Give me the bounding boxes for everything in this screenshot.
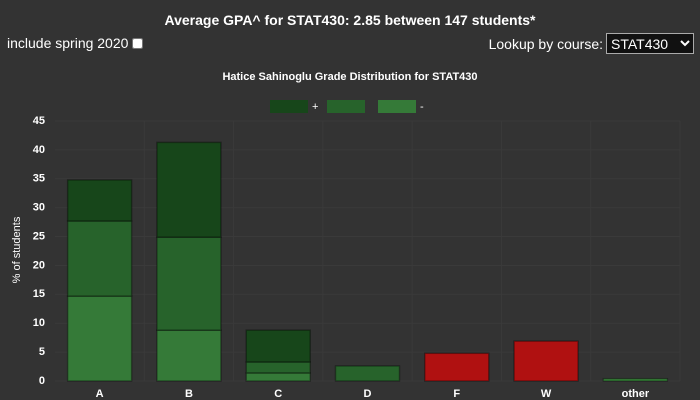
y-tick-label: 35 — [33, 173, 45, 185]
bar-segment — [156, 236, 222, 331]
y-tick-label: 30 — [33, 202, 45, 214]
x-tick-label: D — [364, 388, 372, 400]
x-tick-label: A — [96, 388, 104, 400]
y-tick-label: 10 — [33, 317, 45, 329]
y-tick-label: 25 — [33, 230, 45, 242]
x-tick-label: W — [541, 388, 552, 400]
bar-segment — [156, 329, 222, 382]
x-tick-label: F — [453, 388, 460, 400]
y-tick-label: 40 — [33, 144, 45, 156]
course-lookup: Lookup by course: STAT430 — [489, 33, 694, 54]
y-tick-label: 0 — [39, 375, 45, 387]
bar-segment — [156, 141, 222, 238]
legend-swatch — [327, 100, 365, 113]
page-title: Average GPA^ for STAT430: 2.85 between 1… — [164, 12, 536, 28]
y-tick-label: 15 — [33, 288, 45, 300]
bar-segment — [424, 352, 490, 382]
checkbox-label: include spring 2020 — [7, 35, 129, 51]
x-tick-label: C — [274, 388, 282, 400]
lookup-label: Lookup by course: — [488, 35, 603, 52]
bar-segment — [66, 220, 133, 297]
course-select[interactable]: STAT430 — [606, 33, 694, 54]
bar-segment — [334, 365, 401, 382]
y-tick-label: 5 — [39, 346, 45, 358]
bar-segment — [513, 340, 579, 382]
legend-swatch — [378, 100, 416, 113]
chart-title: Hatice Sahinoglu Grade Distribution for … — [222, 71, 477, 83]
y-axis-label: % of students — [11, 216, 23, 283]
bar-segment — [602, 377, 669, 382]
bar-segment — [66, 179, 133, 222]
bar-segment — [245, 329, 311, 363]
legend-label: + — [312, 101, 318, 113]
y-tick-label: 20 — [33, 259, 45, 271]
x-tick-label: other — [622, 388, 650, 400]
legend-label: - — [420, 101, 424, 113]
y-tick-label: 45 — [33, 115, 45, 127]
x-tick-label: B — [185, 388, 193, 400]
spring-toggle[interactable]: include spring 2020 — [7, 35, 144, 51]
bar-segment — [66, 295, 133, 382]
legend-swatch — [270, 100, 308, 113]
bar-segment — [245, 361, 311, 374]
bar-segment — [245, 372, 311, 382]
checkbox[interactable] — [132, 37, 144, 49]
